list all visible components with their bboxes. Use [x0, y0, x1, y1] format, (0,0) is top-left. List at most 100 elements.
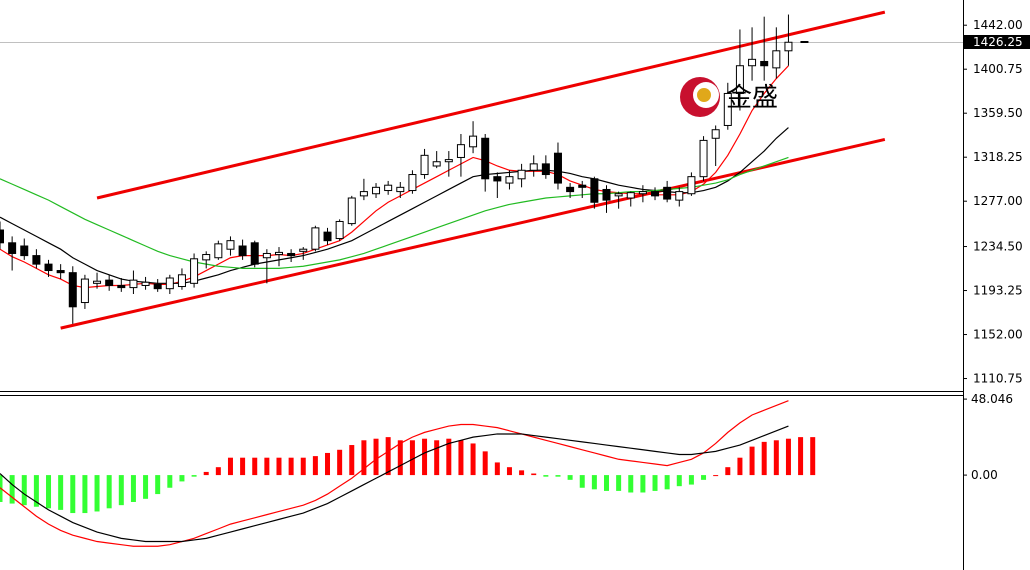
candle-body — [238, 245, 247, 257]
candle-body — [638, 191, 647, 195]
candle-body — [56, 270, 65, 274]
candle-body — [165, 277, 174, 290]
histogram-bar — [143, 475, 149, 499]
candle — [748, 27, 757, 81]
candle — [141, 276, 150, 290]
candle-body — [274, 251, 283, 256]
candle-body — [384, 184, 393, 192]
histogram-bar — [203, 471, 209, 476]
candle-body — [214, 243, 223, 259]
histogram-bar — [409, 440, 415, 476]
candle — [226, 236, 235, 256]
candle — [20, 238, 29, 260]
candle-body — [141, 281, 150, 286]
price-tick-label: 1234.50 — [973, 240, 1023, 254]
candle — [711, 125, 720, 166]
candle-body — [602, 188, 611, 201]
watermark-logo: 金盛 — [680, 77, 778, 117]
candle — [651, 187, 660, 201]
candle — [8, 236, 17, 271]
current-price-label: 1426.25 — [973, 35, 1023, 49]
moving-average-3 — [0, 156, 789, 269]
histogram-bar — [434, 440, 440, 476]
histogram-bar — [810, 437, 816, 476]
histogram-bar — [737, 457, 743, 476]
candle — [541, 155, 550, 179]
candle-body — [735, 65, 744, 94]
price-tick-label: 1110.75 — [973, 372, 1023, 386]
candle-body — [177, 274, 186, 288]
candle — [456, 134, 465, 177]
candle-body — [699, 139, 708, 178]
candle — [626, 191, 635, 207]
histogram-bar — [252, 457, 258, 476]
candle — [675, 187, 684, 207]
candle — [420, 148, 429, 179]
candle — [68, 266, 77, 324]
candle — [699, 136, 708, 181]
oscillator-tick-label: 0.00 — [971, 468, 998, 482]
histogram-bar — [264, 457, 270, 476]
candle-body — [347, 197, 356, 225]
candle — [578, 180, 587, 198]
price-tick-label: 1152.00 — [973, 328, 1023, 342]
candle — [299, 247, 308, 260]
histogram-bar — [33, 475, 39, 507]
histogram-bar — [300, 457, 306, 476]
candle-body — [517, 169, 526, 180]
candle-body — [675, 191, 684, 201]
candle — [566, 183, 575, 198]
candle-body — [748, 58, 757, 67]
histogram-bar — [215, 467, 221, 476]
candle — [335, 219, 344, 241]
candle-body — [323, 231, 332, 242]
candle-body — [553, 152, 562, 184]
oscillator-axis: 48.046 0.00 — [963, 392, 1013, 482]
histogram-bar — [458, 440, 464, 476]
candle-body — [190, 258, 199, 284]
candle — [323, 227, 332, 245]
histogram-bar — [761, 441, 767, 476]
current-price-box — [964, 35, 1030, 49]
histogram-bar — [21, 475, 27, 506]
candle-body — [226, 240, 235, 250]
candle-body — [311, 227, 320, 250]
candle-body — [153, 283, 162, 290]
histogram-bar — [688, 475, 694, 485]
candle-body — [590, 178, 599, 203]
candle-body — [372, 186, 381, 195]
candle — [784, 14, 793, 66]
candle — [262, 249, 271, 284]
histogram-bar — [106, 475, 112, 509]
histogram-bar — [616, 475, 622, 491]
histogram-bar — [785, 438, 791, 476]
candle — [202, 251, 211, 269]
histogram-bar — [640, 475, 646, 493]
histogram-bar — [167, 475, 173, 488]
candle-body — [772, 50, 781, 69]
candle-body — [651, 191, 660, 197]
candle-body — [432, 161, 441, 167]
histogram-bar — [325, 452, 331, 476]
candle-body — [202, 254, 211, 261]
oscillator-tick-label: 48.046 — [971, 392, 1013, 406]
candle-body — [541, 163, 550, 176]
candle-body — [711, 129, 720, 139]
candle-body — [469, 135, 478, 148]
candle — [117, 278, 126, 292]
oscillator-panel — [0, 395, 963, 547]
candle-body — [529, 163, 538, 171]
candle-body — [80, 278, 89, 304]
candle-body — [8, 242, 17, 254]
candle-body — [44, 263, 53, 272]
candle — [723, 82, 732, 130]
candle-body — [359, 191, 368, 197]
candle — [663, 180, 672, 203]
histogram-bar — [519, 470, 525, 476]
candle-body — [408, 174, 417, 192]
candle — [177, 268, 186, 290]
oscillator-signal-black — [0, 425, 789, 543]
histogram-bar — [749, 446, 755, 476]
channel-line-1 — [96, 10, 886, 200]
